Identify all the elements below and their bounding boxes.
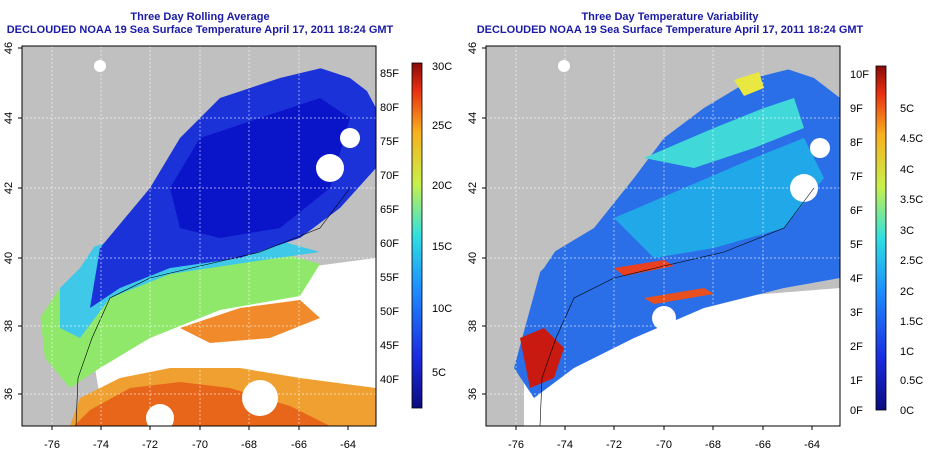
- x-tick: -64: [804, 439, 820, 451]
- colorbar-f-label: 80F: [380, 102, 399, 114]
- right-colorbar: 10F 9F 8F 7F 6F 5F 4F 3F 2F 1F 0F 5C 4.5…: [850, 65, 923, 417]
- y-tick: 42: [3, 182, 15, 194]
- colorbar-f-label: 45F: [380, 340, 399, 352]
- new-england-land: [22, 46, 300, 378]
- left-map-panel: -76 -74 -72 -70 -68 -66 -64 46 44 42 40 …: [0, 38, 470, 475]
- colorbar-f-label: 7F: [850, 171, 863, 183]
- colorbar-f-label: 4F: [850, 273, 863, 285]
- x-tick: -70: [192, 439, 208, 451]
- left-colorbar: 85F 80F 75F 70F 65F 60F 55F 50F 45F 40F …: [380, 61, 452, 409]
- left-panel-title: Three Day Rolling Average: [130, 11, 270, 23]
- front-streak-2: [644, 288, 714, 304]
- x-tick: -70: [656, 439, 672, 451]
- colorbar-c-label: 0C: [900, 405, 914, 417]
- y-tick: 36: [3, 388, 15, 400]
- colorbar-f-label: 55F: [380, 272, 399, 284]
- x-tick: -68: [241, 439, 257, 451]
- colorbar-f-label: 2F: [850, 341, 863, 353]
- cyan-patch: [644, 98, 804, 168]
- warm-patch: [180, 300, 320, 343]
- colorbar-c-label: 4C: [900, 164, 914, 176]
- colorbar-f-label: 9F: [850, 103, 863, 115]
- colorbar-c-label: 0.5C: [900, 375, 923, 387]
- right-map-frame: [485, 45, 841, 427]
- new-england-land: [486, 46, 764, 378]
- right-map-area: [486, 46, 840, 426]
- colorbar-f-label: 50F: [380, 306, 399, 318]
- y-tick: 38: [467, 320, 479, 332]
- right-y-axis: 46 44 42 40 38 36: [467, 42, 486, 400]
- front-streak: [614, 260, 674, 276]
- left-x-axis: -76 -74 -72 -70 -68 -66 -64: [44, 426, 356, 451]
- grid-lines: [22, 46, 376, 426]
- colorbar-c-label: 2C: [900, 286, 914, 298]
- left-map-frame: [21, 45, 377, 427]
- colorbar-c-label: 25C: [432, 120, 452, 132]
- x-tick: -76: [508, 439, 524, 451]
- y-tick: 46: [3, 42, 15, 54]
- nova-scotia-land: [300, 46, 376, 98]
- y-tick: 38: [3, 320, 15, 332]
- deep-cold: [170, 98, 350, 238]
- colorbar-c-label: 1.5C: [900, 316, 923, 328]
- colorbar-f-label: 40F: [380, 374, 399, 386]
- colorbar-f-label: 6F: [850, 205, 863, 217]
- colorbar-f-label: 70F: [380, 170, 399, 182]
- right-x-axis: -76 -74 -72 -70 -68 -66 -64: [508, 426, 820, 451]
- x-tick: -66: [291, 439, 307, 451]
- right-map-panel: -76 -74 -72 -70 -68 -66 -64 46 44 42 40 …: [464, 38, 950, 475]
- x-tick: -64: [340, 439, 356, 451]
- colorbar-f-label: 1F: [850, 375, 863, 387]
- x-tick: -72: [142, 439, 158, 451]
- gulf-stream: [74, 382, 330, 426]
- shelf-hotspot: [520, 328, 564, 388]
- x-tick: -74: [557, 439, 573, 451]
- colorbar-c-label: 5C: [900, 103, 914, 115]
- left-y-axis: 46 44 42 40 38 36: [3, 42, 22, 400]
- colorbar-f-label: 3F: [850, 307, 863, 319]
- grid-lines: [486, 46, 840, 426]
- y-tick: 44: [467, 112, 479, 124]
- colorbar-f-label: 60F: [380, 238, 399, 250]
- y-tick: 36: [467, 388, 479, 400]
- colorbar-c-label: 30C: [432, 61, 452, 73]
- colorbar-c-label: 3.5C: [900, 194, 923, 206]
- high-variability: [614, 138, 824, 258]
- y-tick: 46: [467, 42, 479, 54]
- left-map-area: [22, 46, 376, 426]
- y-tick: 42: [467, 182, 479, 194]
- colorbar-f-label: 5F: [850, 239, 863, 251]
- x-tick: -72: [606, 439, 622, 451]
- left-panel-subtitle: DECLOUDED NOAA 19 Sea Surface Temperatur…: [6, 24, 394, 36]
- nova-scotia-land: [764, 46, 840, 98]
- no-data-area: [524, 288, 840, 426]
- colorbar-c-label: 2.5C: [900, 255, 923, 267]
- x-tick: -66: [755, 439, 771, 451]
- colorbar-f-label: 0F: [850, 405, 863, 417]
- colorbar-c-label: 3C: [900, 225, 914, 237]
- right-panel-title: Three Day Temperature Variability: [581, 11, 759, 23]
- colorbar-c-label: 5C: [432, 367, 446, 379]
- x-tick: -74: [93, 439, 109, 451]
- colorbar-c-label: 1C: [900, 346, 914, 358]
- colorbar-f-label: 8F: [850, 137, 863, 149]
- y-tick: 44: [3, 112, 15, 124]
- colorbar-c-label: 10C: [432, 303, 452, 315]
- right-panel-subtitle: DECLOUDED NOAA 19 Sea Surface Temperatur…: [476, 24, 864, 36]
- yellow-patch: [734, 72, 764, 96]
- colorbar-f-label: 65F: [380, 204, 399, 216]
- colorbar-f-label: 85F: [380, 68, 399, 80]
- x-tick: -76: [44, 439, 60, 451]
- colorbar-c-label: 20C: [432, 180, 452, 192]
- colorbar-c-label: 4.5C: [900, 133, 923, 145]
- colorbar-f-label: 10F: [850, 69, 869, 81]
- y-tick: 40: [467, 252, 479, 264]
- y-tick: 40: [3, 252, 15, 264]
- x-tick: -68: [705, 439, 721, 451]
- colorbar-f-label: 75F: [380, 136, 399, 148]
- colorbar-c-label: 15C: [432, 241, 452, 253]
